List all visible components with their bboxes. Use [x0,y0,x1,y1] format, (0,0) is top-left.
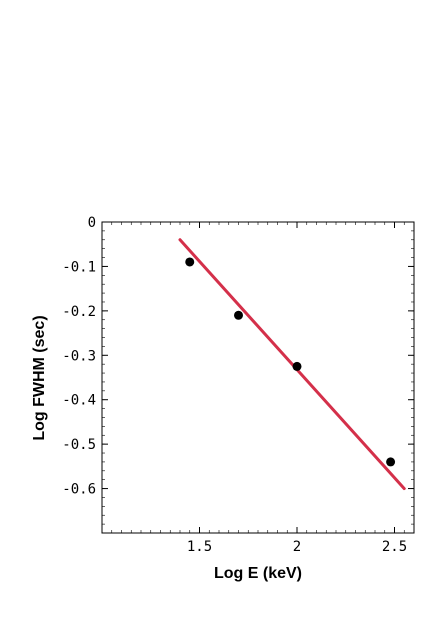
y-axis-label: Log FWHM (sec) [31,315,48,440]
x-tick-label: 1.5 [187,539,212,555]
y-tick-label: -0.4 [62,393,96,409]
fit-line [178,238,406,491]
data-point [234,310,243,320]
series-layer [178,238,406,491]
x-tick-label: 2 [293,539,301,555]
x-tick-labels: 1.5 2 2.5 [187,539,407,555]
data-point [185,257,195,267]
minor-ticks [101,221,415,534]
y-tick-label: -0.2 [62,304,96,320]
data-point [292,361,302,371]
plot-frame [101,221,415,534]
x-axis-label: Log E (keV) [214,565,302,582]
major-ticks [102,221,414,533]
y-tick-label: -0.3 [62,348,96,364]
y-tick-label: -0.5 [62,437,96,453]
y-tick-labels: 0 -0.1 -0.2 -0.3 -0.4 -0.5 -0.6 [62,215,96,498]
y-tick-label: -0.1 [62,259,96,275]
data-point [386,457,396,467]
y-tick-label: 0 [88,215,96,231]
x-tick-label: 2.5 [382,539,407,555]
y-tick-label: -0.6 [62,482,96,498]
